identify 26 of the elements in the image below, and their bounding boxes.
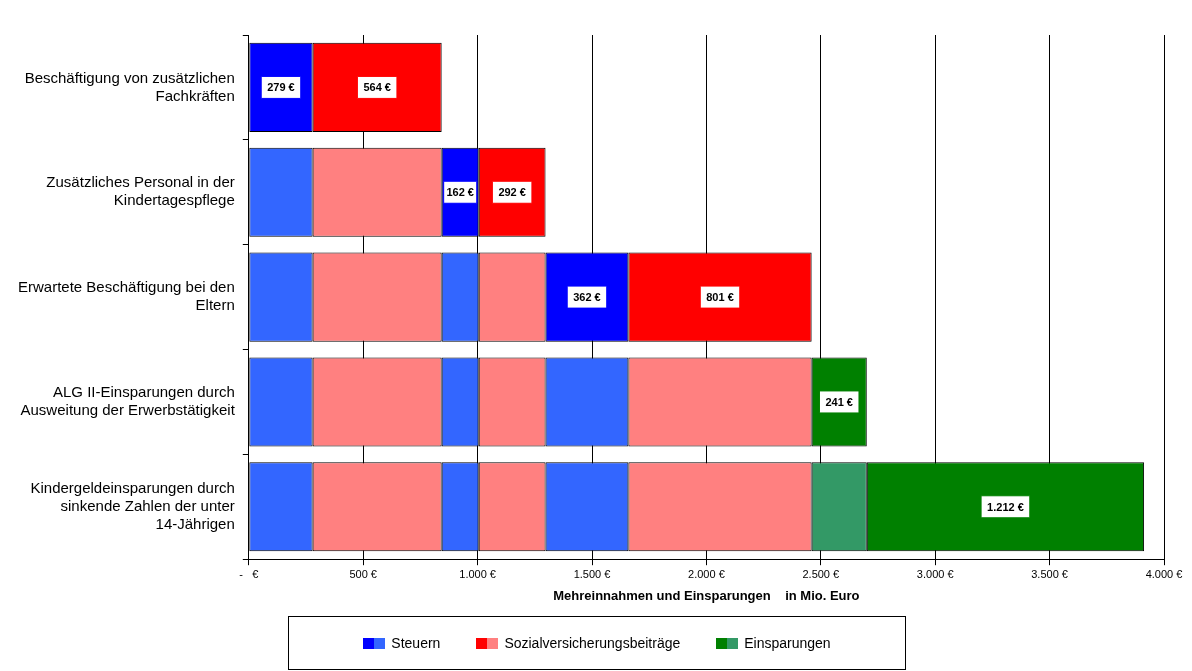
data-label: 292 € xyxy=(498,186,526,199)
x-tick-label: 1.000 € xyxy=(459,567,496,580)
data-label: 241 € xyxy=(825,395,853,408)
x-tick-label: 3.500 € xyxy=(1031,567,1068,580)
data-label: 362 € xyxy=(573,291,601,304)
data-label: 279 € xyxy=(267,81,295,94)
x-tick-label: 500 € xyxy=(349,567,377,580)
legend-label: Steuern xyxy=(391,635,441,651)
data-label: 801 € xyxy=(706,291,734,304)
legend-label: Sozialversicherungsbeiträge xyxy=(504,635,681,651)
x-tick-label: 2.500 € xyxy=(802,567,840,580)
data-label: 162 € xyxy=(446,186,474,199)
data-label: 1.212 € xyxy=(987,500,1024,513)
legend-label: Einsparungen xyxy=(744,635,831,651)
x-tick-label: 3.000 € xyxy=(916,567,954,580)
x-axis-title: Mehreinnahmen und Einsparungen in Mio. Euro xyxy=(553,587,860,603)
x-tick-label: 4.000 € xyxy=(1145,567,1183,580)
x-tick-label: 1.500 € xyxy=(573,567,611,580)
y-tick-label: ALG II-Einsparungen durch Ausweitung der Erwerbstätigkeit xyxy=(20,383,236,419)
y-tick-label: Beschäftigung von zusätzlichen Fachkräften xyxy=(24,68,235,104)
y-tick-label: Zusätzliches Personal in der Kindertagespflege xyxy=(46,173,235,209)
x-tick-label: 2.000 € xyxy=(688,567,725,580)
data-label: 564 € xyxy=(363,81,391,94)
y-tick-label: Kindergeldeinsparungen durch sinkende Zahlen der unter 14-Jährigen xyxy=(30,478,235,532)
y-tick-label: Erwartete Beschäftigung bei den Eltern xyxy=(17,278,235,314)
x-tick-label: - € xyxy=(239,567,259,580)
